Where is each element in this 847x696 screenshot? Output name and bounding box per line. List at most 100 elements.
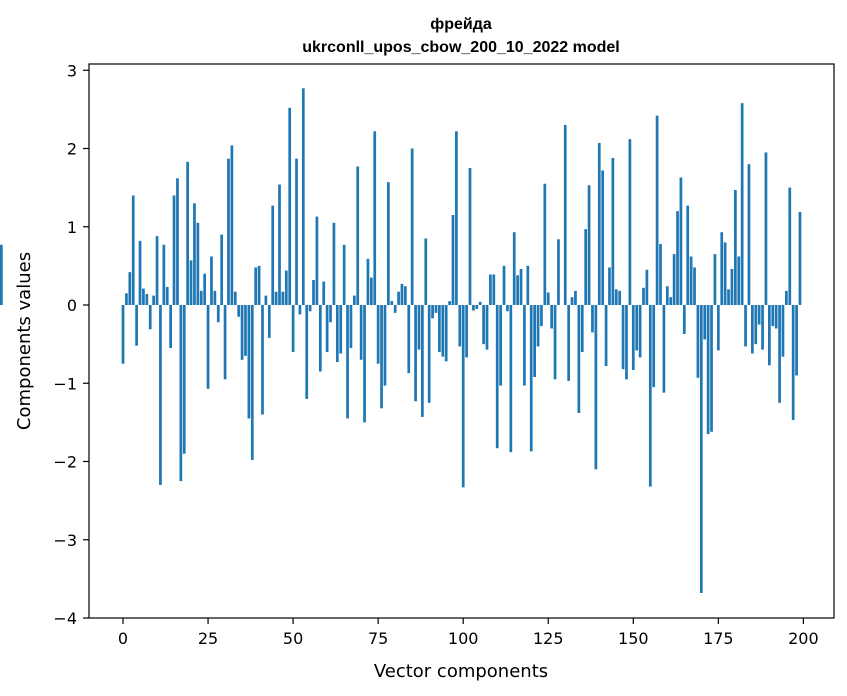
bar-145 [614,289,618,306]
x-axis-ticks: 0 25 50 75 100 125 150 175 200 [118,618,819,648]
bar-166 [686,205,690,306]
bar-188 [761,305,764,350]
bar-169 [696,305,700,378]
bar-176 [720,232,724,305]
bar-139 [594,305,598,470]
bar-134 [577,305,581,413]
bar-148 [625,305,628,380]
bar-79 [390,301,394,305]
bar-178 [727,289,730,306]
bar-135 [580,305,584,352]
bar-68 [352,295,356,306]
bar-101 [465,305,468,358]
bar-196 [788,187,792,305]
bar-32 [230,145,234,306]
bar-132 [570,297,574,305]
bar-193 [778,305,781,403]
bar-35 [240,305,244,360]
bar-85 [410,148,414,306]
bar-87 [417,305,421,350]
plot-frame [88,63,835,619]
bar-90 [427,305,431,403]
bar-128 [557,239,560,306]
bar-192 [774,305,778,329]
bar-26 [210,256,213,305]
bar-14 [169,305,172,349]
bar-199 [798,211,802,306]
bar-180 [733,189,737,306]
bar-103 [472,305,475,311]
bar-72 [366,258,370,306]
bar-27 [213,290,217,305]
bar-67 [349,305,353,349]
bar-186 [754,305,758,345]
bar-190 [768,305,771,366]
bar-24 [203,273,207,306]
bar-43 [267,305,271,338]
bar-33 [233,291,237,305]
bar-157 [655,115,659,305]
bar-115 [512,232,516,305]
bar-170 [699,305,703,593]
bar-9 [152,295,155,306]
bar-179 [730,269,734,305]
bar-151 [635,305,639,351]
bar-123 [540,305,543,327]
bar-95 [444,305,448,362]
bar-83 [404,286,407,306]
bar-46 [278,184,281,305]
bar-23 [199,290,203,305]
bar-107 [485,305,489,350]
bar-124 [543,183,547,306]
bar-125 [546,292,550,306]
bar-100 [461,305,465,488]
bar-28 [216,305,220,323]
bar-181 [737,256,741,305]
bar-8 [148,305,152,330]
bar-138 [591,305,594,333]
bar-112 [502,265,506,305]
bar-109 [492,274,496,306]
x-tick-label: 25 [198,629,218,648]
y-tick-label: 0 [67,296,77,315]
bar-140 [597,143,601,305]
bar-155 [648,305,652,487]
bar-133 [574,290,577,305]
x-tick-label: 0 [118,629,128,648]
y-tick-label: 1 [67,218,77,237]
bar-48 [284,270,288,306]
bar-86 [414,305,417,402]
bar-18 [182,305,186,454]
bar-10 [155,236,159,306]
bar-104 [475,305,479,309]
bar-61 [329,305,332,323]
bar-20 [189,260,193,305]
bar-64 [339,305,343,354]
bar-108 [489,274,492,306]
x-axis-label: Vector components [374,661,548,682]
bar-0 [121,305,125,364]
bar-92 [434,305,438,313]
bar-89 [424,238,428,305]
bar-40 [257,265,261,305]
bar-74 [373,131,377,305]
bar-78 [387,182,390,306]
bar-39 [254,267,258,306]
bar-66 [346,305,349,419]
x-tick-label: 50 [283,629,303,648]
bar-142 [604,305,608,367]
bar-6 [142,288,145,305]
bar-121 [533,305,536,377]
bar-59 [322,281,326,305]
bar-25 [206,305,210,389]
x-tick-label: 125 [533,629,564,648]
bar-161 [669,297,673,305]
bar-172 [706,305,710,435]
bar-198 [795,305,798,376]
bar-47 [281,291,285,305]
bar-undefined [0,244,3,305]
bar-137 [587,185,591,306]
bar-158 [659,243,662,305]
bar-94 [441,305,445,357]
